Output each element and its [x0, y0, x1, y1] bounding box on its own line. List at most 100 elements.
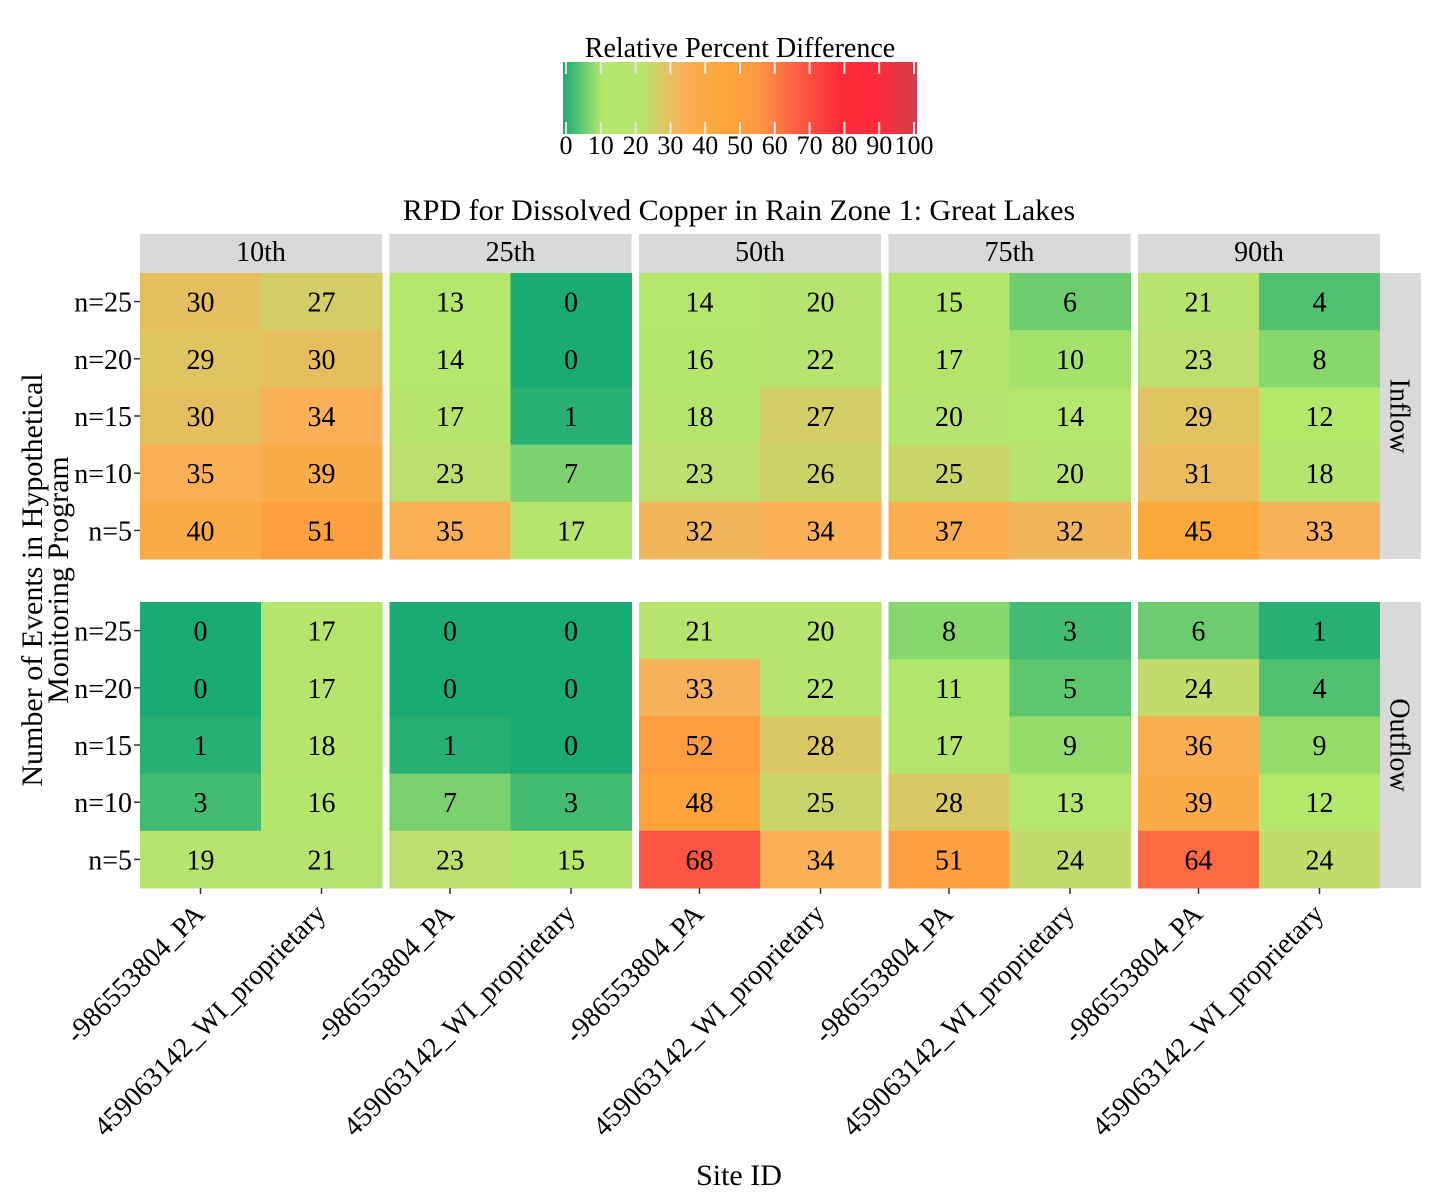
color-legend: Relative Percent Difference 0 10 20 30 40 50 60… [560, 33, 934, 160]
x-tick-label: 459063142_WI_proprietary [338, 899, 582, 1143]
cell-value-label: 8 [1313, 345, 1327, 376]
heatmap-cell [1259, 602, 1381, 660]
heatmap-cell [261, 716, 383, 775]
heatmap-cell [1138, 830, 1260, 889]
cell-value-label: 13 [436, 288, 464, 319]
heatmap-cell [140, 659, 262, 717]
heatmap-cell [760, 387, 882, 446]
cell-value-label: 18 [686, 402, 714, 433]
cell-value-label: 4 [1313, 288, 1327, 319]
cell-value-label: 9 [1063, 731, 1077, 762]
cell-value-label: 12 [1306, 788, 1334, 819]
heatmap-cell [510, 444, 632, 503]
cell-value-label: 1 [1313, 617, 1327, 648]
x-tick-label: 459063142_WI_proprietary [1086, 899, 1330, 1143]
cell-value-label: 24 [1056, 845, 1084, 876]
heatmap-cell [389, 773, 511, 832]
cell-value-label: 16 [686, 345, 714, 376]
heatmap-cell [1138, 330, 1260, 388]
cell-value-label: 0 [194, 674, 208, 705]
cell-value-label: 20 [935, 402, 963, 433]
heatmap-cell [639, 659, 761, 717]
heatmap-cell [1009, 330, 1131, 388]
heatmap-cell [510, 602, 632, 660]
heatmap-cell [760, 602, 882, 660]
heatmap-cell [639, 387, 761, 446]
cell-value-label: 6 [1063, 288, 1077, 319]
cell-value-label: 14 [1056, 402, 1084, 433]
legend-tick-label: 20 [623, 131, 649, 160]
heatmap-cell [1138, 273, 1260, 331]
cell-value-label: 39 [1185, 788, 1213, 819]
facet-strip-50th [639, 234, 881, 273]
cell-value-label: 32 [686, 516, 714, 547]
cell-value-label: 29 [187, 345, 215, 376]
heatmap-cell [140, 387, 262, 446]
cell-value-label: 34 [807, 845, 835, 876]
heatmap-cell [140, 773, 262, 832]
cell-value-label: 1 [194, 731, 208, 762]
heatmap-cell [1259, 501, 1381, 560]
cell-value-label: 34 [308, 402, 336, 433]
heatmap-cell [760, 273, 882, 331]
cell-value-label: 19 [187, 845, 215, 876]
heatmap-cell [389, 659, 511, 717]
cell-value-label: 17 [557, 516, 585, 547]
heatmap-cell [760, 773, 882, 832]
heatmap-cell [888, 444, 1010, 503]
facet-strip-inflow [1380, 273, 1421, 559]
heatmap-cell [261, 773, 383, 832]
heatmap-cell [389, 330, 511, 388]
heatmap-cell [888, 501, 1010, 560]
chart-title: RPD for Dissolved Copper in Rain Zone 1:… [403, 194, 1075, 227]
legend-tick-label: 70 [797, 131, 823, 160]
cell-value-label: 21 [686, 617, 714, 648]
cell-value-label: 6 [1192, 617, 1206, 648]
heatmap-cell [639, 602, 761, 660]
heatmap-cell [1138, 716, 1260, 775]
heatmap-cell [760, 444, 882, 503]
legend-tick-label: 90 [866, 131, 892, 160]
cell-value-label: 27 [308, 288, 336, 319]
heatmap-cell [1259, 830, 1381, 889]
heatmap-cell [760, 830, 882, 889]
heatmap-cell [140, 273, 262, 331]
cell-value-label: 29 [1185, 402, 1213, 433]
heatmap-cell [389, 273, 511, 331]
heatmap-cell [1138, 659, 1260, 717]
cell-value-label: 25 [807, 788, 835, 819]
heatmap-cell [1259, 387, 1381, 446]
heatmap-cell [389, 602, 511, 660]
heatmap-cell [261, 830, 383, 889]
cell-value-label: 31 [1185, 459, 1213, 490]
heatmap-cell [888, 773, 1010, 832]
cell-value-label: 14 [686, 288, 714, 319]
cell-value-label: 37 [935, 516, 963, 547]
heatmap-cell [639, 330, 761, 388]
cell-value-label: 21 [1185, 288, 1213, 319]
heatmap-cell [1138, 444, 1260, 503]
heatmap-cell [888, 659, 1010, 717]
cell-value-label: 17 [308, 617, 336, 648]
heatmap-cell [140, 444, 262, 503]
x-tick-label: 459063142_WI_proprietary [587, 899, 831, 1143]
cell-value-label: 33 [686, 674, 714, 705]
heatmap-cell [1009, 273, 1131, 331]
heatmap-cell [510, 830, 632, 889]
facet-strip-label: Inflow [1384, 379, 1415, 454]
cell-value-label: 22 [807, 345, 835, 376]
cell-value-label: 0 [194, 617, 208, 648]
x-axis-label: Site ID [696, 1159, 782, 1192]
heatmap-cell [510, 387, 632, 446]
heatmap-cell [140, 716, 262, 775]
heatmap-cell [888, 273, 1010, 331]
cell-value-label: 33 [1306, 516, 1334, 547]
y-axis-label-line: Number of Events in Hypothetical [16, 373, 49, 786]
cell-value-label: 30 [308, 345, 336, 376]
cell-value-label: 20 [807, 288, 835, 319]
heatmap-cell [760, 330, 882, 388]
cell-value-label: 11 [936, 674, 963, 705]
cell-value-label: 17 [935, 731, 963, 762]
heatmap-cell [1009, 602, 1131, 660]
cell-value-label: 30 [187, 402, 215, 433]
